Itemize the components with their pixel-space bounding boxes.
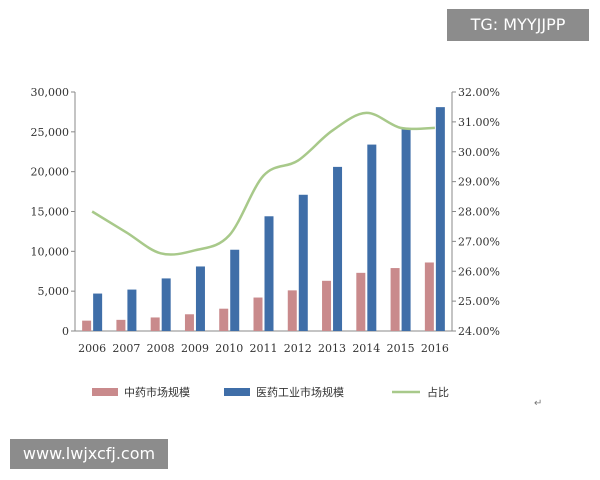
share-line (91, 111, 435, 256)
left-tick-label: 30,000 (31, 86, 70, 99)
legend: 中药市场规模 医药工业市场规模 占比 (92, 385, 449, 399)
line-series (91, 111, 435, 256)
bar-tcm-market (322, 280, 332, 331)
x-tick-label: 2009 (181, 342, 209, 355)
left-tick-label: 20,000 (31, 166, 70, 179)
right-tick-label: 27.00% (458, 235, 500, 248)
x-tick-label: 2006 (78, 342, 106, 355)
right-tick-label: 31.00% (458, 116, 500, 129)
x-tick-label: 2011 (250, 342, 278, 355)
right-tick-label: 28.00% (458, 206, 500, 219)
legend-label-tcm: 中药市场规模 (124, 385, 190, 399)
x-tick-label: 2015 (387, 342, 415, 355)
bar-pharma-market (264, 216, 274, 331)
bar-pharma-market (435, 107, 445, 332)
bar-pharma-market (401, 127, 411, 331)
bar-tcm-market (219, 308, 229, 331)
bar-tcm-market (253, 297, 263, 331)
bar-tcm-market (184, 314, 194, 331)
bar-tcm-market (150, 317, 160, 331)
x-tick-label: 2010 (215, 342, 243, 355)
legend-label-pharma: 医药工业市场规模 (256, 385, 344, 399)
x-tick-label: 2007 (112, 342, 140, 355)
bar-pharma-market (195, 266, 205, 331)
bar-pharma-market (161, 278, 171, 331)
x-tick-label: 2014 (352, 342, 380, 355)
bar-pharma-market (367, 144, 377, 331)
bar-pharma-market (333, 166, 343, 331)
x-tick-label: 2016 (421, 342, 449, 355)
left-tick-label: 0 (62, 325, 69, 338)
return-mark: ↵ (534, 398, 543, 409)
right-tick-label: 24.00% (458, 325, 500, 338)
x-tick-label: 2013 (318, 342, 346, 355)
left-tick-label: 10,000 (31, 245, 70, 258)
bar-pharma-market (93, 293, 103, 331)
bar-tcm-market (82, 320, 92, 331)
right-tick-label: 29.00% (458, 176, 500, 189)
bar-group (82, 107, 445, 332)
right-tick-label: 26.00% (458, 265, 500, 278)
left-tick-label: 15,000 (31, 206, 70, 219)
x-tick-label: 2012 (284, 342, 312, 355)
legend-swatch-pharma (224, 388, 250, 396)
bar-tcm-market (287, 290, 297, 331)
bar-tcm-market (116, 319, 126, 331)
bar-pharma-market (230, 249, 240, 331)
x-axis-ticks: 2006 2007 2008 2009 2010 2011 2012 2013 2014 2015… (78, 342, 449, 355)
left-tick-label: 25,000 (31, 126, 70, 139)
right-tick-label: 32.00% (458, 86, 500, 99)
left-axis-ticks: 0 5,000 10,000 15,000 20,000 25,000 30,000 (31, 86, 75, 338)
bar-tcm-market (356, 272, 366, 331)
watermark-top: TG: MYYJJPP (447, 9, 589, 41)
left-tick-label: 5,000 (38, 285, 70, 298)
x-tick-label: 2008 (147, 342, 175, 355)
right-tick-label: 30.00% (458, 146, 500, 159)
watermark-bottom: www.lwjxcfj.com (10, 439, 168, 469)
right-tick-label: 25.00% (458, 295, 500, 308)
legend-label-share: 占比 (427, 385, 449, 399)
right-axis-ticks: 24.00% 25.00% 26.00% 27.00% 28.00% 29.00% 30.0… (452, 86, 500, 338)
bar-pharma-market (298, 194, 308, 331)
legend-swatch-tcm (92, 388, 118, 396)
bar-pharma-market (127, 289, 137, 331)
bar-tcm-market (390, 268, 400, 331)
bar-tcm-market (424, 262, 434, 331)
